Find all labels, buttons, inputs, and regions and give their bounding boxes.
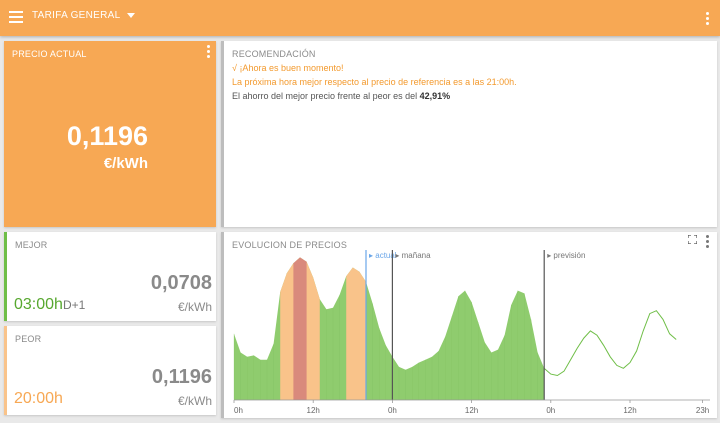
price-chart-card: EVOLUCION DE PRECIOS ▸ actual ▸ mañana ▸ p… (221, 232, 717, 418)
x-tick-label: 12h (465, 406, 478, 415)
worst-title: PEOR (15, 334, 42, 344)
worst-hour: 20:00h (14, 390, 63, 407)
menu-icon[interactable] (9, 11, 23, 23)
cheap-price-band (346, 267, 366, 400)
current-price-card: PRECIO ACTUAL 0,1196 €/kWh (4, 41, 216, 227)
tariff-label: TARIFA GENERAL (32, 10, 121, 21)
x-tick-label: 0h (234, 406, 243, 415)
more-options-icon[interactable] (706, 12, 709, 25)
current-price-title: PRECIO ACTUAL (12, 49, 87, 59)
best-hour: 03:00hD+1 (14, 296, 85, 314)
x-tick-label: 12h (623, 406, 636, 415)
best-hour-text: 03:00h (14, 296, 63, 313)
best-title: MEJOR (15, 240, 48, 250)
forecast-line (543, 310, 677, 377)
chart-menu-icon[interactable] (706, 235, 709, 248)
x-tick-label: 12h (307, 406, 320, 415)
now-marker-label: ▸ actual (369, 251, 397, 260)
chart-title: EVOLUCION DE PRECIOS (232, 240, 348, 250)
current-price-unit: €/kWh (103, 155, 148, 172)
tomorrow-marker-label: ▸ mañana (395, 251, 431, 260)
best-value: 0,0708 (150, 272, 212, 294)
chevron-down-icon (127, 13, 136, 18)
best-unit: €/kWh (177, 300, 212, 314)
recommendation-title: RECOMENDACIÓN (232, 49, 316, 59)
x-tick-label: 0h (388, 406, 397, 415)
recommendation-status: √ ¡Ahora es buen momento! (232, 63, 344, 73)
recommendation-savings: El ahorro del mejor precio frente al peo… (232, 91, 450, 101)
x-tick-label: 0h (546, 406, 555, 415)
recommendation-card: RECOMENDACIÓN √ ¡Ahora es buen momento! … (221, 41, 717, 227)
recommendation-next-hour: La próxima hora mejor respecto al precio… (232, 77, 517, 87)
worst-value: 0,1196 (151, 366, 212, 388)
tariff-selector[interactable]: TARIFA GENERAL (32, 10, 136, 21)
savings-text: El ahorro del mejor precio frente al peo… (232, 91, 420, 101)
forecast-marker-label: ▸ previsión (547, 251, 585, 260)
worst-unit: €/kWh (177, 394, 212, 408)
x-tick-label: 23h (696, 406, 709, 415)
best-price-card: MEJOR 0,0708 €/kWh 03:00hD+1 (4, 232, 216, 321)
worst-price-card: PEOR 0,1196 €/kWh 20:00h (4, 326, 216, 415)
savings-percent: 42,91% (419, 91, 451, 101)
current-price-value: 0,1196 (66, 121, 148, 151)
price-chart[interactable]: ▸ actual▸ mañana ▸ previsión 0h 12h 0h 12h 0h 1… (224, 232, 717, 418)
top-bar: TARIFA GENERAL (0, 0, 720, 36)
peak-price-band (293, 257, 307, 400)
best-day-suffix: D+1 (62, 298, 86, 312)
card-menu-icon[interactable] (207, 45, 210, 58)
